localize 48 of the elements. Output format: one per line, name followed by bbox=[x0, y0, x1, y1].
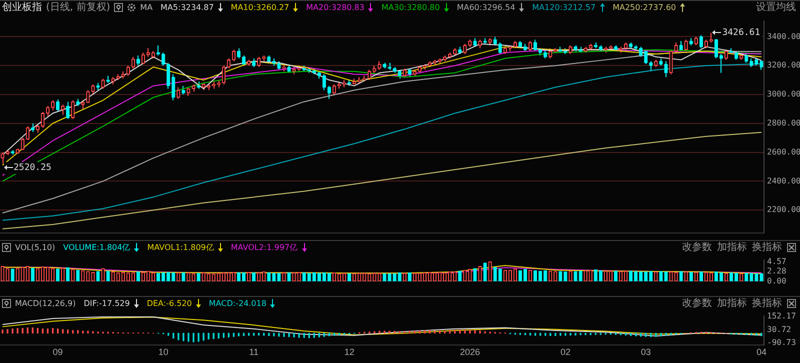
legend-label: MA250:2737.60 bbox=[612, 2, 676, 12]
legend-label: MAVOL1:1.809亿 bbox=[147, 242, 214, 252]
x-tick-label: 10 bbox=[158, 347, 168, 358]
y-tick-label: 2200.00 bbox=[767, 205, 800, 214]
legend-label: MA120:3212.57 bbox=[532, 2, 596, 12]
legend-title: MACD(12,26,9) bbox=[15, 298, 76, 308]
y-tick-label: 2800.00 bbox=[767, 118, 800, 128]
y-tick-label: 30.72 bbox=[767, 324, 792, 334]
text: 加指标 bbox=[717, 240, 747, 254]
legend-label: DEA:-6.520 bbox=[146, 298, 192, 308]
legend-label: MACD:-24.018 bbox=[208, 298, 266, 308]
legend-label: MA30:3280.80 bbox=[381, 2, 440, 12]
text: 加指标 bbox=[717, 296, 747, 310]
legend-label: VOLUME:1.804亿 bbox=[63, 242, 130, 252]
x-tick-label: 03 bbox=[640, 347, 651, 358]
legend-label: MA5:3234.87 bbox=[160, 2, 214, 12]
text: 设置均线 bbox=[756, 0, 796, 14]
x-tick-label: 12 bbox=[344, 347, 354, 358]
y-tick-label: 3000.00 bbox=[767, 90, 800, 99]
legend-title: VOL(5,10) bbox=[15, 242, 56, 252]
legend-label: MA10:3260.27 bbox=[230, 2, 290, 12]
legend-label: MA20:3280.83 bbox=[306, 2, 364, 12]
text: 换指标 bbox=[752, 240, 782, 254]
y-tick-label: 3400.00 bbox=[767, 32, 800, 41]
legend-label: DIF:-17.529 bbox=[84, 298, 130, 308]
y-tick-label: 2600.00 bbox=[767, 147, 800, 156]
x-tick-label: 02 bbox=[560, 347, 570, 358]
annotation: 3426.61 bbox=[722, 28, 760, 38]
text: 换指标 bbox=[752, 296, 782, 310]
y-tick-label: 3200.00 bbox=[767, 60, 800, 70]
chart-subtitle: (日线, 前复权) bbox=[46, 0, 110, 14]
y-tick-label: 2400.00 bbox=[767, 176, 800, 186]
y-tick-label: 152.17 bbox=[767, 312, 796, 321]
y-tick-label: 4.57 bbox=[767, 256, 786, 266]
legend-label: MA60:3296.54 bbox=[456, 2, 516, 12]
y-tick-label: 0.00 bbox=[767, 276, 786, 286]
text: 改参数 bbox=[682, 240, 712, 254]
x-tick-label: 04 bbox=[756, 347, 766, 358]
x-tick-label: 11 bbox=[249, 347, 258, 358]
y-tick-label: -90.73 bbox=[767, 338, 796, 348]
x-tick-label: 09 bbox=[52, 347, 63, 358]
x-tick-label: 2026 bbox=[460, 347, 480, 358]
legend-title: MA bbox=[140, 2, 153, 12]
chart-title: 创业板指 bbox=[2, 0, 42, 14]
legend-label: MAVOL2:1.997亿 bbox=[230, 242, 298, 252]
text: 改参数 bbox=[682, 296, 712, 310]
y-tick-label: 2.28 bbox=[767, 266, 786, 276]
annotation: 2520.25 bbox=[14, 162, 52, 173]
